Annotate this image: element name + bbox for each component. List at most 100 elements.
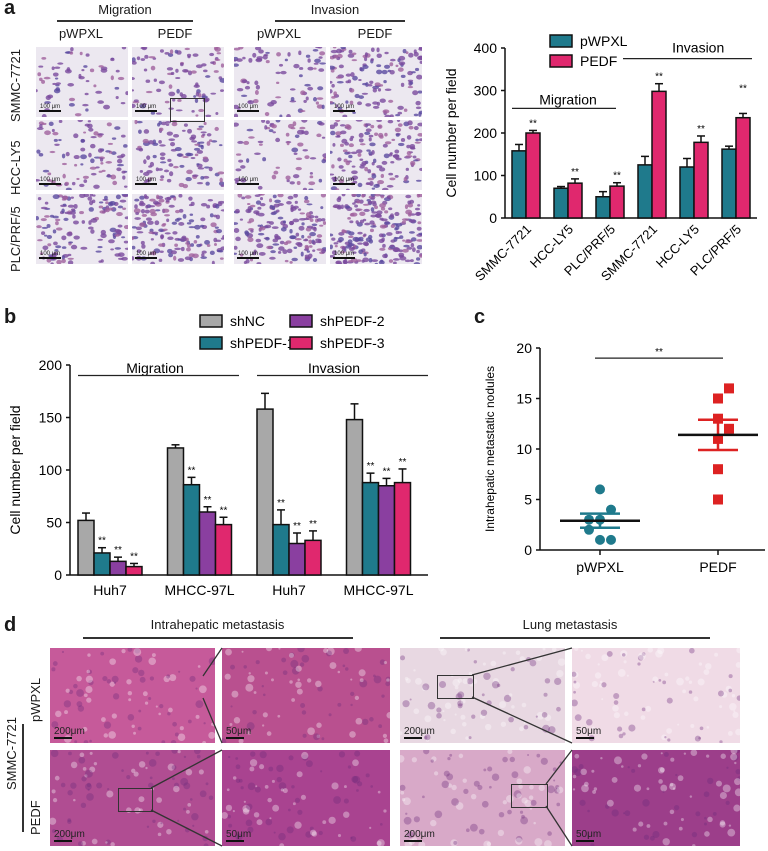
svg-text:**: ** — [204, 495, 212, 506]
panel-d-intrahepatic-line — [83, 637, 353, 639]
svg-text:50: 50 — [46, 515, 62, 531]
svg-text:**: ** — [188, 465, 196, 476]
svg-text:SMMC-7721: SMMC-7721 — [472, 222, 534, 284]
svg-text:150: 150 — [39, 410, 63, 426]
micrograph-hccly5-pedf-invasion: 100 μm — [330, 120, 422, 190]
col-header-pedf-migration: PEDF — [157, 26, 193, 41]
svg-text:PEDF: PEDF — [699, 559, 736, 575]
svg-text:10: 10 — [516, 441, 532, 457]
svg-text:Migration: Migration — [126, 360, 184, 376]
svg-text:**: ** — [613, 171, 621, 182]
micrograph-hccly5-pwpxl-migration: 100 μm — [36, 120, 128, 190]
panel-a-migration-line — [57, 20, 193, 22]
svg-text:200: 200 — [39, 357, 63, 373]
svg-text:0: 0 — [54, 567, 62, 583]
svg-text:**: ** — [367, 461, 375, 472]
svg-text:200μm: 200μm — [54, 726, 85, 737]
panel-d-cellline-line — [22, 724, 24, 832]
svg-text:200μm: 200μm — [404, 829, 435, 840]
row-label-plcprf5: PLC/PRF/5 — [8, 206, 23, 272]
svg-text:pWPXL: pWPXL — [580, 33, 628, 49]
svg-text:50μm: 50μm — [226, 829, 251, 840]
svg-text:**: ** — [655, 72, 663, 83]
svg-text:**: ** — [114, 545, 122, 556]
svg-text:100 μm: 100 μm — [136, 104, 156, 110]
svg-text:15: 15 — [516, 391, 532, 407]
svg-text:100 μm: 100 μm — [238, 251, 258, 257]
histology-lung-pwpxl-high: 50μm — [572, 648, 740, 743]
svg-text:Huh7: Huh7 — [272, 582, 306, 595]
row-label-smmc7721: SMMC-7721 — [8, 49, 23, 122]
micrograph-smmc7721-pedf-invasion: 100 μm — [330, 47, 422, 117]
svg-text:**: ** — [277, 498, 285, 509]
svg-text:shPEDF-3: shPEDF-3 — [320, 335, 385, 351]
svg-text:100 μm: 100 μm — [136, 251, 156, 257]
histology-lung-pedf-low: 200μm — [400, 750, 565, 846]
svg-text:**: ** — [399, 457, 407, 468]
svg-text:**: ** — [571, 167, 579, 178]
micrograph-smmc7721-pwpxl-invasion: 100 μm — [234, 47, 326, 117]
row-label-hccly5: HCC-LY5 — [8, 140, 23, 195]
micrograph-hccly5-pwpxl-invasion: 100 μm — [234, 120, 326, 190]
svg-text:MHCC-97L: MHCC-97L — [343, 582, 413, 595]
micrograph-plcprf5-pwpxl-migration: 100 μm — [36, 194, 128, 264]
svg-text:**: ** — [739, 83, 747, 94]
micrograph-plcprf5-pedf-invasion: 100 μm — [330, 194, 422, 264]
zoom-region-box — [511, 784, 548, 808]
panel-b-bar-chart: 0 50 100 150 200 Cell number per field ** ** ** H… — [7, 313, 428, 595]
histology-intrahepatic-pwpxl-high: 50μm — [222, 648, 390, 743]
svg-text:MHCC-97L: MHCC-97L — [164, 582, 234, 595]
svg-text:shNC: shNC — [230, 313, 265, 329]
svg-text:100 μm: 100 μm — [334, 251, 354, 257]
svg-text:Invasion: Invasion — [672, 39, 724, 55]
panel-a-header-invasion: Invasion — [310, 2, 360, 17]
panel-a-letter: a — [4, 0, 16, 19]
svg-text:20: 20 — [516, 340, 532, 356]
micrograph-hccly5-pedf-migration: 100 μm — [132, 120, 224, 190]
svg-text:0: 0 — [524, 542, 532, 558]
panel-c-scatter-chart: 0 5 10 15 20 Intrahepatic metastatic nodules p… — [483, 340, 765, 575]
micrograph-smmc7721-pedf-migration: 100 μm — [132, 47, 224, 117]
svg-text:400: 400 — [474, 40, 498, 56]
svg-text:**: ** — [697, 124, 705, 135]
panel-d-header-intrahepatic: Intrahepatic metastasis — [150, 617, 285, 632]
svg-text:5: 5 — [524, 492, 532, 508]
svg-text:100 μm: 100 μm — [40, 251, 60, 257]
micrograph-smmc7721-pwpxl-migration: 100 μm — [36, 47, 128, 117]
histology-lung-pedf-high: 50μm — [572, 750, 740, 846]
svg-text:50μm: 50μm — [576, 726, 601, 737]
svg-text:100 μm: 100 μm — [334, 104, 354, 110]
histology-lung-pwpxl-low: 200μm — [400, 648, 565, 743]
svg-text:**: ** — [383, 466, 391, 477]
svg-text:100: 100 — [39, 462, 63, 478]
col-header-pwpxl-invasion: pWPXL — [256, 26, 302, 41]
panel-c-letter: c — [474, 306, 486, 328]
svg-text:300: 300 — [474, 83, 498, 99]
svg-text:**: ** — [220, 505, 228, 516]
svg-text:**: ** — [293, 521, 301, 532]
svg-text:shPEDF-2: shPEDF-2 — [320, 313, 385, 329]
panel-d-letter: d — [4, 614, 17, 636]
svg-text:**: ** — [529, 118, 537, 129]
svg-text:50μm: 50μm — [226, 726, 251, 737]
svg-text:100 μm: 100 μm — [136, 177, 156, 183]
histology-intrahepatic-pwpxl-low: 200μm — [50, 648, 215, 743]
panel-d-lung-line — [440, 637, 710, 639]
panel-b-letter: b — [4, 306, 17, 328]
svg-text:Migration: Migration — [539, 92, 597, 108]
micrograph-plcprf5-pedf-migration: 100 μm — [132, 194, 224, 264]
panel-d-cellline-label: SMMC-7721 — [4, 717, 19, 790]
col-header-pwpxl-migration: pWPXL — [58, 26, 104, 41]
svg-text:100 μm: 100 μm — [334, 177, 354, 183]
svg-text:**: ** — [655, 347, 663, 358]
svg-text:50μm: 50μm — [576, 829, 601, 840]
svg-text:0: 0 — [489, 210, 497, 226]
svg-text:100 μm: 100 μm — [238, 177, 258, 183]
micrograph-plcprf5-pwpxl-invasion: 100 μm — [234, 194, 326, 264]
svg-text:100 μm: 100 μm — [40, 177, 60, 183]
panel-d-header-lung: Lung metastasis — [522, 617, 618, 632]
svg-text:**: ** — [130, 551, 138, 562]
svg-text:200μm: 200μm — [404, 726, 435, 737]
zoom-region-box — [118, 788, 153, 812]
svg-text:**: ** — [98, 536, 106, 547]
